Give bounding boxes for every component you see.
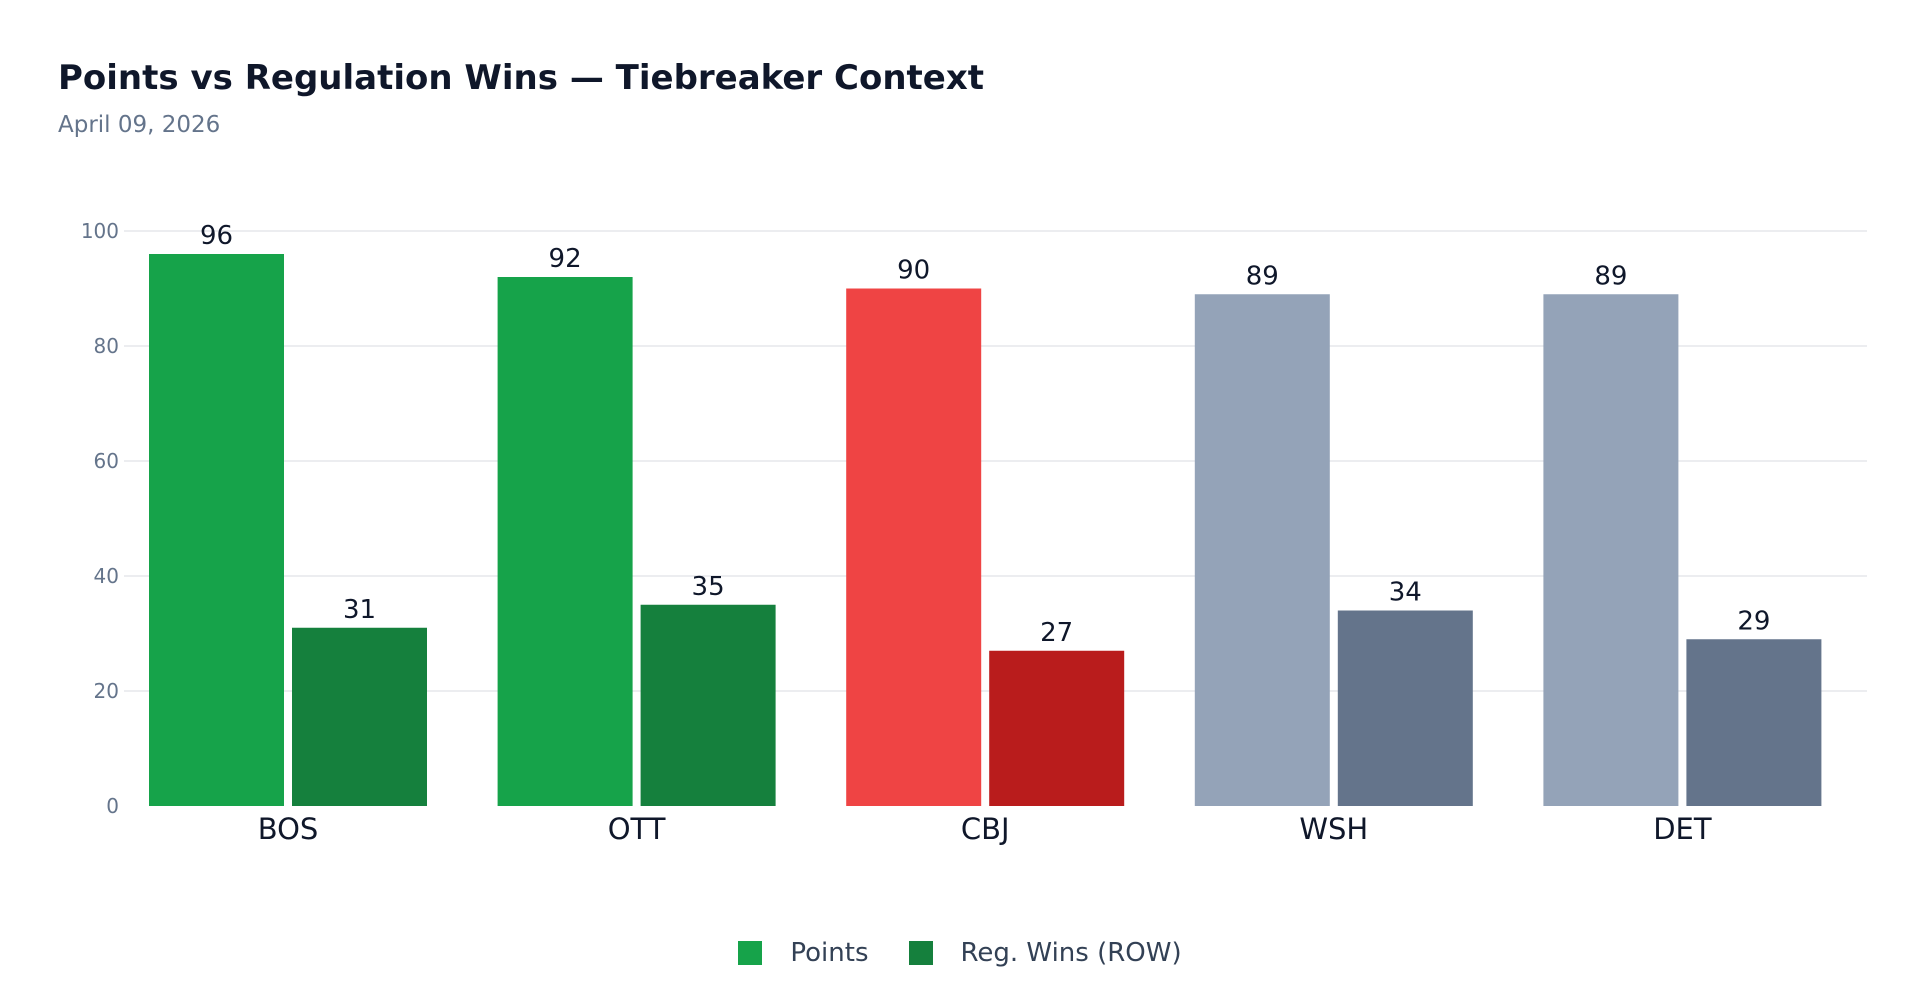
bars	[149, 254, 1822, 807]
x-tick-label: CBJ	[961, 812, 1010, 846]
bar-points-wsh[interactable]	[1194, 294, 1330, 806]
chart-title: Points vs Regulation Wins — Tiebreaker C…	[58, 58, 985, 98]
labels: 0 20 40 60 80 100 96 31 BOS 92 35 OTT 90 27 CBJ 89 34 WSH…	[81, 219, 1771, 846]
y-tick-label: 100	[81, 219, 119, 243]
data-label: 31	[343, 595, 376, 625]
data-label: 96	[200, 221, 233, 251]
bar-row-ott[interactable]	[640, 604, 776, 806]
bar-row-cbj[interactable]	[989, 650, 1125, 806]
chart-subtitle: April 09, 2026	[58, 112, 221, 138]
data-label: 89	[1594, 261, 1627, 291]
legend-item-points[interactable]: Points	[738, 938, 869, 968]
y-tick-label: 60	[94, 449, 119, 473]
data-label: 27	[1040, 618, 1073, 648]
bar-points-cbj[interactable]	[846, 288, 982, 807]
y-tick-label: 80	[94, 334, 119, 358]
data-label: 34	[1389, 578, 1422, 608]
bar-row-bos[interactable]	[292, 627, 427, 806]
y-tick-label: 40	[94, 564, 119, 588]
x-tick-label: DET	[1653, 812, 1712, 846]
x-tick-label: OTT	[608, 812, 666, 846]
y-tick-label: 0	[106, 794, 119, 818]
data-label: 89	[1246, 261, 1279, 291]
legend-item-row[interactable]: Reg. Wins (ROW)	[908, 938, 1182, 968]
data-label: 90	[897, 256, 930, 286]
legend-swatch-points	[738, 941, 763, 965]
x-tick-label: BOS	[258, 812, 319, 846]
legend: Points Reg. Wins (ROW)	[0, 938, 1920, 968]
legend-label-points: Points	[790, 938, 869, 968]
x-tick-label: WSH	[1299, 812, 1368, 846]
bar-points-det[interactable]	[1543, 294, 1679, 806]
bar-row-wsh[interactable]	[1337, 610, 1473, 807]
bar-points-bos[interactable]	[149, 254, 284, 806]
bar-chart: 0 20 40 60 80 100 96 31 BOS 92 35 OTT 90 27 CBJ 89 34 WSH…	[81, 219, 1867, 846]
legend-swatch-row	[908, 941, 933, 965]
data-label: 92	[549, 244, 582, 274]
bar-points-ott[interactable]	[497, 277, 633, 806]
data-label: 35	[692, 572, 725, 602]
data-label: 29	[1737, 606, 1770, 636]
legend-label-row: Reg. Wins (ROW)	[960, 938, 1182, 968]
bar-row-det[interactable]	[1686, 639, 1822, 806]
y-tick-label: 20	[94, 679, 119, 703]
